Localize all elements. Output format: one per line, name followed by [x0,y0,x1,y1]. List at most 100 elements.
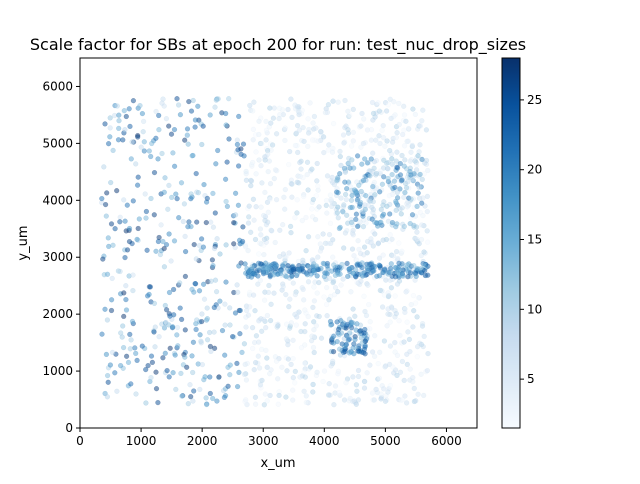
scatter-point [163,307,170,313]
scatter-point [189,353,195,359]
scatter-point [302,374,308,380]
scatter-point [313,263,320,269]
scatter-point [387,232,393,238]
scatter-point [182,233,188,240]
scatter-point [350,129,357,136]
scatter-point [227,322,233,328]
scatter-point [203,401,210,408]
scatter-point [334,319,340,325]
scatter-point [267,181,274,187]
scatter-point [305,279,312,285]
scatter-point [240,224,246,230]
scatter-point [343,380,349,386]
scatter-point [271,175,277,182]
scatter-point [241,371,248,378]
scatter-point [403,185,410,191]
scatter-point [290,397,296,403]
scatter-point [294,179,300,185]
scatter-point [425,167,431,174]
scatter-point [126,106,132,112]
scatter-point [315,183,321,189]
scatter-point [410,292,417,299]
scatter-point [161,325,168,331]
scatter-point [115,268,122,274]
scatter-point [381,174,387,180]
scatter-point [275,323,281,329]
scatter-point [301,388,307,394]
scatter-point [328,363,334,369]
scatter-point [412,111,419,118]
scatter-point [364,265,371,271]
scatter-point [405,274,411,280]
scatter-point [341,140,347,146]
scatter-point [242,361,248,368]
scatter-point [359,260,365,266]
x-tick-label: 6000 [431,434,462,448]
scatter-point [210,224,217,230]
scatter-point [409,176,415,183]
scatter-point [161,189,167,195]
scatter-point [402,393,408,399]
scatter-point [114,388,120,394]
scatter-point [392,293,398,299]
scatter-point [134,236,140,243]
scatter-point [114,103,120,109]
scatter-point [411,262,417,269]
scatter-point [127,331,133,338]
scatter-point [349,246,356,252]
scatter-point [402,309,408,316]
scatter-point [332,285,339,291]
scatter-point [151,329,157,335]
colorbar-tick-label: 20 [527,163,542,177]
scatter-point [281,194,287,200]
scatter-point [406,336,413,343]
scatter-point [381,292,388,298]
scatter-point [283,291,289,298]
scatter-point [335,289,341,295]
y-tick-label: 5000 [42,136,73,150]
y-tick-label: 2000 [42,307,73,321]
scatter-point [236,263,242,269]
scatter-point [213,289,220,295]
scatter-point [365,202,371,209]
scatter-point [223,122,229,128]
scatter-point [126,225,133,232]
scatter-point [128,156,134,162]
scatter-point [149,359,156,366]
scatter-point [321,149,327,156]
scatter-point [417,171,423,178]
scatter-point [314,273,320,279]
scatter-point [252,308,258,314]
scatter-point [161,245,167,252]
scatter-point [340,276,346,282]
scatter-point [324,210,330,216]
scatter-point [251,99,257,105]
y-axis-label: y_um [16,225,31,260]
scatter-point [309,137,316,143]
scatter-point [394,165,401,171]
scatter-point [386,293,392,299]
scatter-point [211,345,218,351]
scatter-point [389,156,395,162]
scatter-point [257,240,263,246]
scatter-point [418,252,424,259]
scatter-point [267,196,273,202]
scatter-point [330,120,337,127]
scatter-point [401,103,407,109]
scatter-point [358,335,364,341]
scatter-point [290,266,297,273]
scatter-point [263,265,270,271]
scatter-point [365,282,371,288]
scatter-point [421,249,427,255]
scatter-point [414,354,420,360]
scatter-point [377,140,383,147]
scatter-point [354,223,361,230]
scatter-point [315,138,321,144]
scatter-point [372,192,378,198]
scatter-point [356,182,362,188]
scatter-point [330,98,336,104]
scatter-point [394,352,401,359]
scatter-point [257,382,264,388]
scatter-point [420,107,426,113]
scatter-point [364,160,371,166]
